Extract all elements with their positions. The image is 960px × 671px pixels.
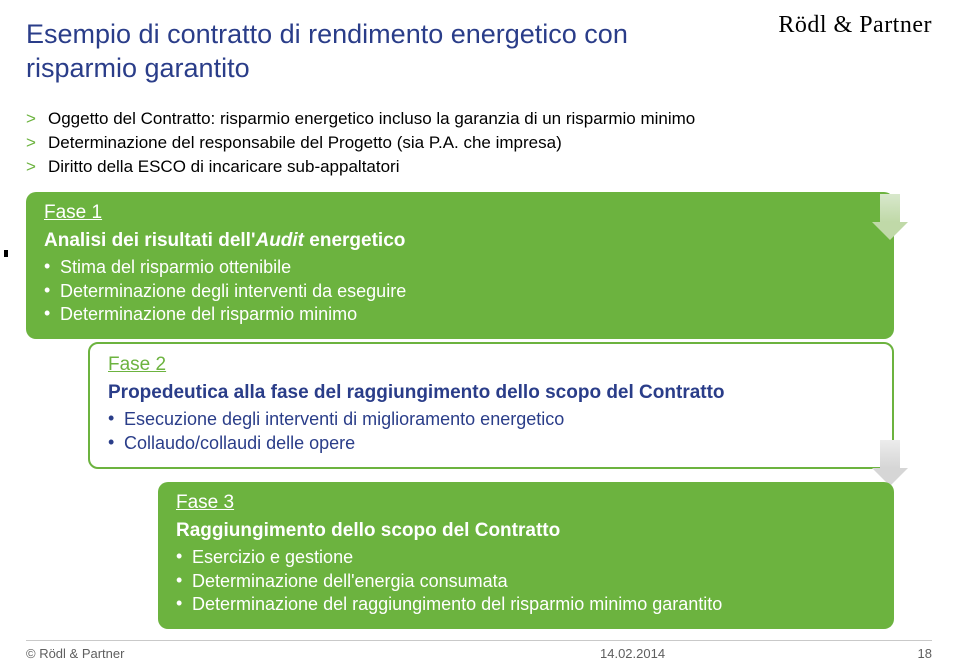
bullet-dot-icon: • (44, 303, 60, 325)
chevron-right-icon: > (26, 156, 48, 178)
top-bullet-list: > Oggetto del Contratto: risparmio energ… (26, 108, 916, 180)
footer-divider (26, 640, 932, 641)
phase-2-heading: Propedeutica alla fase del raggiungiment… (108, 382, 874, 404)
phase-item: • Determinazione del risparmio minimo (44, 303, 876, 326)
footer-copyright: © Rödl & Partner (26, 646, 124, 661)
item-text: Determinazione dell'energia consumata (192, 570, 508, 593)
phase-item: • Esecuzione degli interventi di miglior… (108, 408, 874, 431)
heading-italic: Audit (255, 230, 304, 251)
bullet-dot-icon: • (176, 593, 192, 615)
phase-item: • Determinazione degli interventi da ese… (44, 280, 876, 303)
bullet-dot-icon: • (108, 408, 124, 430)
bullet-row: > Diritto della ESCO di incaricare sub-a… (26, 156, 916, 178)
bullet-row: > Oggetto del Contratto: risparmio energ… (26, 108, 916, 130)
phase-2-label: Fase 2 (108, 354, 874, 376)
chevron-right-icon: > (26, 132, 48, 154)
footer-date: 14.02.2014 (600, 646, 665, 661)
chevron-right-icon: > (26, 108, 48, 130)
bullet-row: > Determinazione del responsabile del Pr… (26, 132, 916, 154)
phase-3-label: Fase 3 (176, 492, 876, 514)
phase-1-box: Fase 1 Analisi dei risultati dell'Audit … (26, 192, 894, 339)
phase-1-label: Fase 1 (44, 202, 876, 224)
phase-item: • Collaudo/collaudi delle opere (108, 432, 874, 455)
footer-page-number: 18 (918, 646, 932, 661)
heading-suffix: energetico (304, 230, 405, 251)
arrow-down-icon (872, 440, 908, 486)
heading-prefix: Analisi dei risultati dell' (44, 230, 255, 251)
bullet-text: Determinazione del responsabile del Prog… (48, 132, 562, 154)
tick-mark (4, 250, 8, 257)
bullet-text: Diritto della ESCO di incaricare sub-app… (48, 156, 400, 178)
item-text: Determinazione degli interventi da esegu… (60, 280, 406, 303)
phase-3-heading: Raggiungimento dello scopo del Contratto (176, 520, 876, 542)
arrow-down-icon (872, 194, 908, 240)
bullet-dot-icon: • (176, 546, 192, 568)
item-text: Esecuzione degli interventi di miglioram… (124, 408, 564, 431)
bullet-dot-icon: • (44, 280, 60, 302)
item-text: Stima del risparmio ottenibile (60, 256, 291, 279)
bullet-dot-icon: • (44, 256, 60, 278)
bullet-text: Oggetto del Contratto: risparmio energet… (48, 108, 695, 130)
phase-1-heading: Analisi dei risultati dell'Audit energet… (44, 230, 876, 252)
phase-item: • Determinazione del raggiungimento del … (176, 593, 876, 616)
phase-item: • Esercizio e gestione (176, 546, 876, 569)
phase-item: • Determinazione dell'energia consumata (176, 570, 876, 593)
item-text: Esercizio e gestione (192, 546, 353, 569)
phase-item: • Stima del risparmio ottenibile (44, 256, 876, 279)
phase-2-box: Fase 2 Propedeutica alla fase del raggiu… (88, 342, 894, 469)
brand-logo: Rödl & Partner (778, 12, 932, 39)
bullet-dot-icon: • (108, 432, 124, 454)
bullet-dot-icon: • (176, 570, 192, 592)
phase-3-box: Fase 3 Raggiungimento dello scopo del Co… (158, 482, 894, 629)
item-text: Determinazione del raggiungimento del ri… (192, 593, 722, 616)
item-text: Determinazione del risparmio minimo (60, 303, 357, 326)
slide-title: Esempio di contratto di rendimento energ… (26, 18, 646, 86)
item-text: Collaudo/collaudi delle opere (124, 432, 355, 455)
